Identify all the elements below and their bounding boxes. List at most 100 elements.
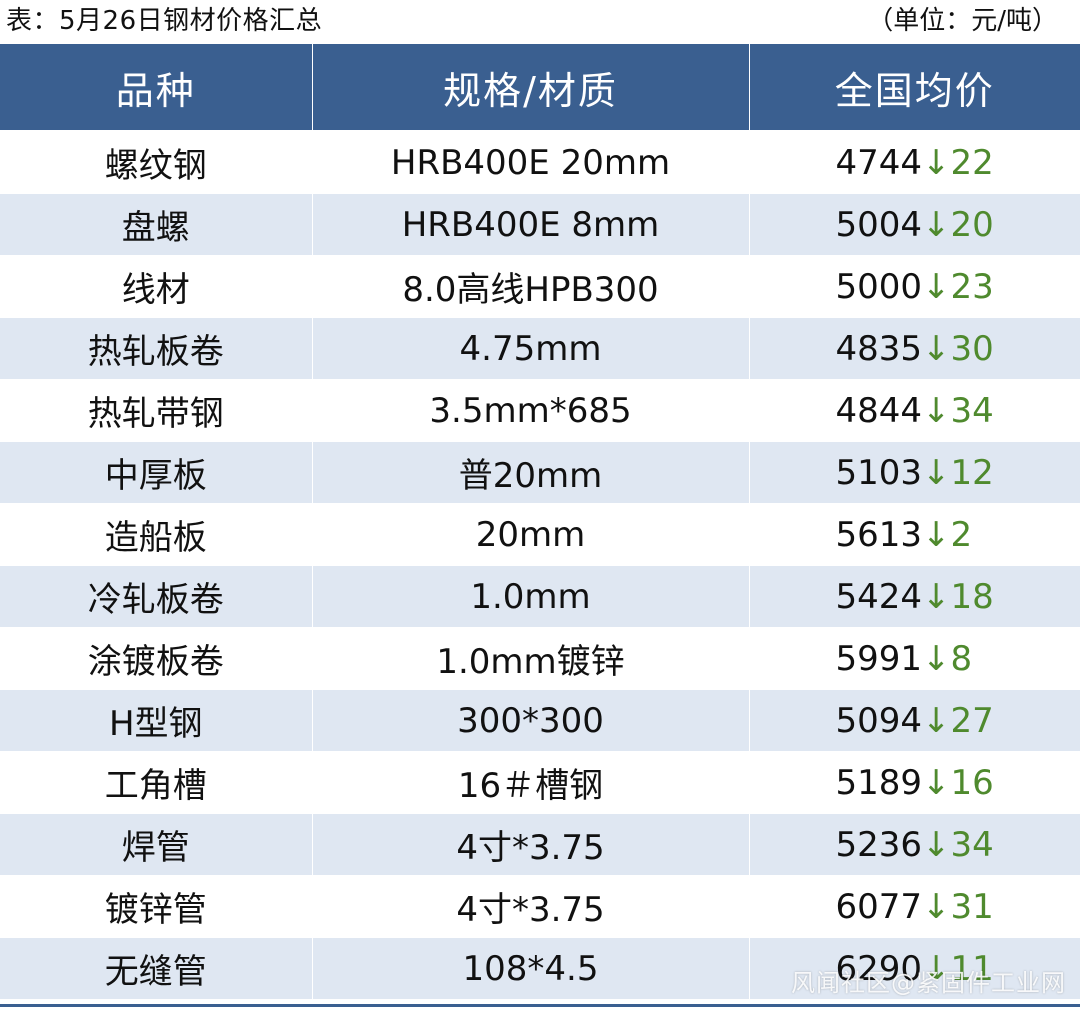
- cell-avg-price: 5189↓16: [749, 751, 1080, 814]
- cell-variety: 线材: [0, 255, 313, 318]
- down-arrow-icon: ↓: [922, 390, 951, 431]
- price-value: 5000: [835, 266, 923, 307]
- table-row: 焊管 4寸*3.75 5236↓34: [0, 813, 1080, 876]
- cell-spec: 108*4.5: [312, 937, 750, 999]
- header-variety: 品种: [0, 44, 313, 132]
- cell-variety: 镀锌管: [0, 875, 313, 938]
- price-value: 4844: [835, 390, 923, 431]
- table-row: 冷轧板卷 1.0mm 5424↓18: [0, 565, 1080, 628]
- price-value: 6290: [835, 948, 923, 989]
- table-row: 工角槽 16＃槽钢 5189↓16: [0, 751, 1080, 814]
- header-spec: 规格/材质: [312, 44, 750, 132]
- header-avg-price: 全国均价: [749, 44, 1080, 132]
- down-arrow-icon: ↓: [922, 638, 951, 679]
- cell-spec: 16＃槽钢: [312, 751, 750, 814]
- price-change-value: 22: [950, 142, 994, 183]
- price-value: 5991: [835, 638, 923, 679]
- cell-avg-price: 4835↓30: [749, 317, 1080, 380]
- cell-avg-price: 5236↓34: [749, 813, 1080, 876]
- cell-avg-price: 5004↓20: [749, 193, 1080, 256]
- cell-avg-price: 4844↓34: [749, 379, 1080, 442]
- cell-variety: 螺纹钢: [0, 130, 313, 194]
- watermark: 风闻社区@紧固件工业网: [791, 969, 1066, 997]
- table-row: 螺纹钢 HRB400E 20mm 4744↓22: [0, 130, 1080, 194]
- down-arrow-icon: ↓: [922, 762, 951, 803]
- cell-spec: 4寸*3.75: [312, 875, 750, 938]
- down-arrow-icon: ↓: [922, 452, 951, 493]
- cell-spec: 1.0mm镀锌: [312, 627, 750, 690]
- price-value: 5189: [835, 762, 923, 803]
- cell-variety: 热轧板卷: [0, 317, 313, 380]
- price-change-value: 18: [950, 576, 994, 617]
- cell-avg-price: 5991↓8: [749, 627, 1080, 690]
- table-row: 无缝管 108*4.5 6290↓11: [0, 937, 1080, 999]
- cell-spec: 20mm: [312, 503, 750, 566]
- table-row: 盘螺 HRB400E 8mm 5004↓20: [0, 193, 1080, 256]
- cell-avg-price: 4744↓22: [749, 130, 1080, 194]
- cell-spec: 3.5mm*685: [312, 379, 750, 442]
- table-row: 造船板 20mm 5613↓2: [0, 503, 1080, 566]
- cell-avg-price: 6077↓31: [749, 875, 1080, 938]
- cell-spec: 1.0mm: [312, 565, 750, 628]
- price-value: 5094: [835, 700, 923, 741]
- down-arrow-icon: ↓: [922, 204, 951, 245]
- down-arrow-icon: ↓: [922, 328, 951, 369]
- bottom-rule: [0, 1004, 1080, 1007]
- cell-spec: 8.0高线HPB300: [312, 255, 750, 318]
- cell-variety: 焊管: [0, 813, 313, 876]
- price-value: 5236: [835, 824, 923, 865]
- table-caption: 表：5月26日钢材价格汇总 （单位：元/吨）: [0, 0, 1080, 44]
- table-row: 镀锌管 4寸*3.75 6077↓31: [0, 875, 1080, 938]
- down-arrow-icon: ↓: [922, 142, 951, 183]
- price-change-value: 8: [950, 638, 973, 679]
- down-arrow-icon: ↓: [922, 576, 951, 617]
- down-arrow-icon: ↓: [922, 514, 951, 555]
- cell-variety: 造船板: [0, 503, 313, 566]
- caption-unit: （单位：元/吨）: [867, 6, 1058, 36]
- table-row: H型钢 300*300 5094↓27: [0, 689, 1080, 752]
- cell-spec: HRB400E 20mm: [312, 130, 750, 194]
- price-change-value: 23: [950, 266, 994, 307]
- cell-spec: 300*300: [312, 689, 750, 752]
- cell-variety: 无缝管: [0, 937, 313, 999]
- price-change-value: 27: [950, 700, 994, 741]
- price-value: 5004: [835, 204, 923, 245]
- cell-variety: 热轧带钢: [0, 379, 313, 442]
- table-row: 中厚板 普20mm 5103↓12: [0, 441, 1080, 504]
- cell-variety: 涂镀板卷: [0, 627, 313, 690]
- price-change-value: 30: [950, 328, 994, 369]
- cell-spec: 4寸*3.75: [312, 813, 750, 876]
- cell-avg-price: 5424↓18: [749, 565, 1080, 628]
- price-value: 4835: [835, 328, 923, 369]
- cell-spec: 普20mm: [312, 441, 750, 504]
- down-arrow-icon: ↓: [922, 266, 951, 307]
- price-change-value: 20: [950, 204, 994, 245]
- price-change-value: 34: [950, 390, 994, 431]
- table-row: 热轧板卷 4.75mm 4835↓30: [0, 317, 1080, 380]
- table-row: 线材 8.0高线HPB300 5000↓23: [0, 255, 1080, 318]
- price-value: 5613: [835, 514, 923, 555]
- price-value: 5103: [835, 452, 923, 493]
- price-change-value: 12: [950, 452, 994, 493]
- price-change-value: 2: [950, 514, 973, 555]
- caption-title: 表：5月26日钢材价格汇总: [6, 6, 323, 36]
- steel-price-table: 品种 规格/材质 全国均价 螺纹钢 HRB400E 20mm 4744↓22 盘螺 HR…: [0, 44, 1080, 999]
- down-arrow-icon: ↓: [922, 824, 951, 865]
- cell-spec: 4.75mm: [312, 317, 750, 380]
- header-row: 品种 规格/材质 全国均价: [0, 44, 1080, 132]
- price-change-value: 31: [950, 886, 994, 927]
- cell-avg-price: 5613↓2: [749, 503, 1080, 566]
- down-arrow-icon: ↓: [922, 948, 951, 989]
- table-header: 品种 规格/材质 全国均价: [0, 44, 1080, 132]
- table-row: 热轧带钢 3.5mm*685 4844↓34: [0, 379, 1080, 442]
- table-row: 涂镀板卷 1.0mm镀锌 5991↓8: [0, 627, 1080, 690]
- cell-spec: HRB400E 8mm: [312, 193, 750, 256]
- cell-variety: 工角槽: [0, 751, 313, 814]
- cell-variety: H型钢: [0, 689, 313, 752]
- cell-variety: 冷轧板卷: [0, 565, 313, 628]
- down-arrow-icon: ↓: [922, 700, 951, 741]
- cell-avg-price: 5103↓12: [749, 441, 1080, 504]
- price-change-value: 11: [950, 948, 994, 989]
- cell-avg-price: 5094↓27: [749, 689, 1080, 752]
- cell-avg-price: 6290↓11: [749, 937, 1080, 999]
